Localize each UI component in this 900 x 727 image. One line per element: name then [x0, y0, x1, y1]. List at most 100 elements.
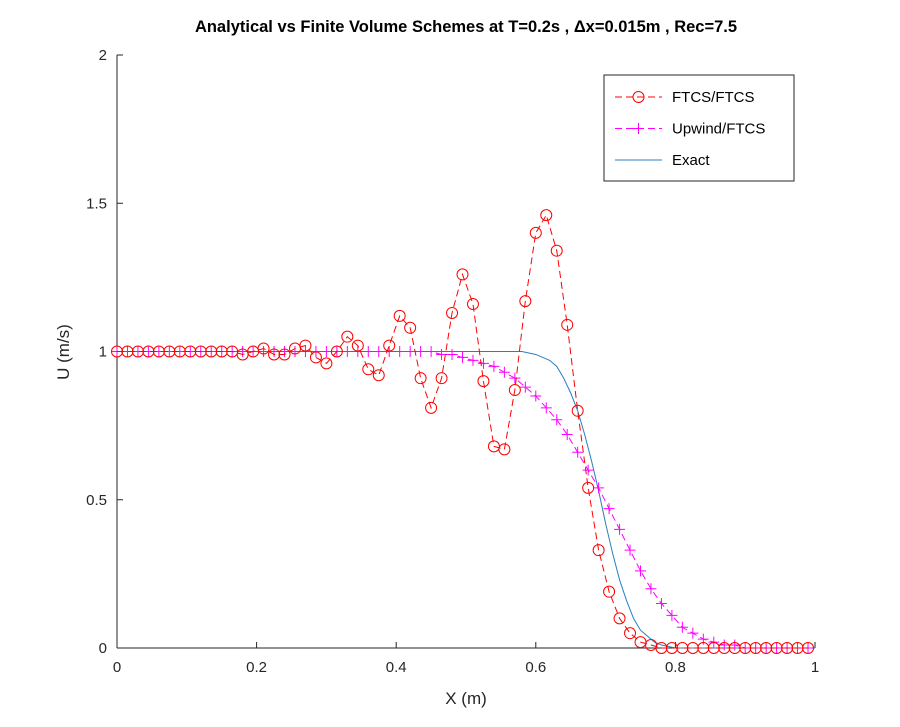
data-point-upwind-ftcs [425, 346, 437, 357]
data-point-ftcs-ftcs [582, 481, 595, 494]
y-axis-label: U (m/s) [54, 324, 73, 380]
data-point-upwind-ftcs [509, 372, 521, 384]
data-point-upwind-ftcs [446, 348, 458, 360]
x-tick-label: 0 [113, 659, 121, 676]
data-point-ftcs-ftcs [111, 345, 123, 358]
y-tick-label: 0 [99, 640, 107, 657]
legend-label-ftcs-ftcs: FTCS/FTCS [672, 89, 755, 106]
data-point-ftcs-ftcs [676, 642, 689, 654]
data-point-ftcs-ftcs [603, 585, 616, 598]
data-point-upwind-ftcs [519, 381, 531, 393]
y-tick-label: 2 [99, 47, 107, 64]
x-tick-label: 0.6 [525, 659, 546, 676]
data-point-ftcs-ftcs [665, 642, 678, 654]
data-point-upwind-ftcs [404, 346, 416, 357]
data-point-ftcs-ftcs [571, 404, 584, 417]
data-point-upwind-ftcs [289, 346, 301, 357]
x-tick-label: 0.8 [665, 659, 686, 676]
data-point-upwind-ftcs [582, 464, 594, 476]
legend-marker-upwind-ftcs [633, 123, 644, 134]
x-tick-label: 0.4 [386, 659, 407, 676]
data-point-ftcs-ftcs [592, 544, 605, 557]
legend-label-exact: Exact [672, 152, 710, 169]
plot-area: 0 0.2 0.4 0.6 0.8 1 0 0.5 1 1.5 2 [86, 47, 819, 676]
data-point-ftcs-ftcs [791, 642, 804, 654]
data-point-ftcs-ftcs [278, 348, 291, 361]
data-point-upwind-ftcs [237, 346, 249, 357]
data-point-upwind-ftcs [394, 346, 406, 357]
data-point-ftcs-ftcs [330, 345, 343, 358]
data-point-ftcs-ftcs [142, 345, 155, 358]
data-point-ftcs-ftcs [760, 642, 773, 654]
data-point-upwind-ftcs [645, 583, 657, 595]
data-point-ftcs-ftcs [456, 268, 469, 281]
data-point-ftcs-ftcs [320, 357, 333, 370]
data-point-ftcs-ftcs [268, 348, 281, 361]
data-point-ftcs-ftcs [613, 612, 626, 625]
data-point-ftcs-ftcs [341, 330, 354, 343]
data-point-ftcs-ftcs [299, 339, 312, 352]
series-ftcs-ftcs [111, 209, 815, 654]
data-point-ftcs-ftcs [697, 642, 710, 654]
data-point-upwind-ftcs [477, 357, 489, 369]
data-point-ftcs-ftcs [163, 345, 176, 358]
data-point-ftcs-ftcs [519, 295, 532, 308]
data-point-ftcs-ftcs [121, 345, 134, 358]
data-point-ftcs-ftcs [624, 627, 637, 640]
data-point-ftcs-ftcs [414, 372, 427, 385]
data-point-upwind-ftcs [729, 639, 741, 651]
data-point-upwind-ftcs [718, 639, 730, 651]
data-point-ftcs-ftcs [498, 443, 511, 456]
data-point-upwind-ftcs [467, 354, 479, 366]
x-tick-label: 0.2 [246, 659, 267, 676]
data-point-ftcs-ftcs [131, 345, 144, 358]
data-point-ftcs-ftcs [184, 345, 197, 358]
x-axis-label: X (m) [445, 689, 487, 708]
data-point-ftcs-ftcs [446, 306, 459, 319]
data-point-ftcs-ftcs [728, 642, 741, 654]
data-point-ftcs-ftcs [257, 342, 270, 355]
y-tick-label: 1 [99, 344, 107, 361]
legend-marker-ftcs-ftcs [632, 91, 645, 103]
data-point-upwind-ftcs [415, 346, 427, 357]
data-point-ftcs-ftcs [205, 345, 218, 358]
data-point-upwind-ftcs [373, 346, 385, 357]
data-point-upwind-ftcs [540, 402, 552, 414]
data-point-ftcs-ftcs [707, 642, 720, 654]
data-point-ftcs-ftcs [362, 363, 375, 376]
data-point-ftcs-ftcs [770, 642, 783, 654]
data-point-upwind-ftcs [498, 366, 510, 378]
data-point-ftcs-ftcs [561, 318, 574, 331]
data-point-upwind-ftcs [666, 609, 678, 621]
legend-label-upwind-ftcs: Upwind/FTCS [672, 121, 765, 138]
data-point-ftcs-ftcs [781, 642, 794, 654]
data-point-ftcs-ftcs [215, 345, 228, 358]
data-point-ftcs-ftcs [529, 226, 542, 239]
data-point-upwind-ftcs [593, 482, 605, 494]
x-tick-label: 1 [811, 659, 819, 676]
data-point-upwind-ftcs [603, 503, 615, 515]
data-point-ftcs-ftcs [739, 642, 752, 654]
data-point-ftcs-ftcs [540, 209, 553, 222]
data-point-ftcs-ftcs [686, 642, 699, 654]
data-point-upwind-ftcs [614, 523, 626, 535]
data-point-ftcs-ftcs [351, 339, 364, 352]
data-point-ftcs-ftcs [802, 642, 815, 654]
data-point-upwind-ftcs [530, 390, 542, 402]
data-point-ftcs-ftcs [477, 375, 490, 388]
data-point-ftcs-ftcs [404, 321, 417, 334]
data-point-upwind-ftcs [268, 346, 280, 357]
data-point-ftcs-ftcs [550, 244, 563, 257]
data-point-upwind-ftcs [279, 346, 291, 357]
data-point-ftcs-ftcs [466, 298, 479, 311]
data-point-ftcs-ftcs [152, 345, 165, 358]
data-point-upwind-ftcs [551, 414, 563, 426]
data-point-ftcs-ftcs [309, 351, 322, 364]
data-point-upwind-ftcs [624, 544, 636, 556]
data-point-upwind-ftcs [488, 360, 500, 372]
data-point-upwind-ftcs [362, 346, 374, 357]
data-point-upwind-ftcs [341, 346, 353, 357]
data-point-upwind-ftcs [635, 565, 646, 577]
